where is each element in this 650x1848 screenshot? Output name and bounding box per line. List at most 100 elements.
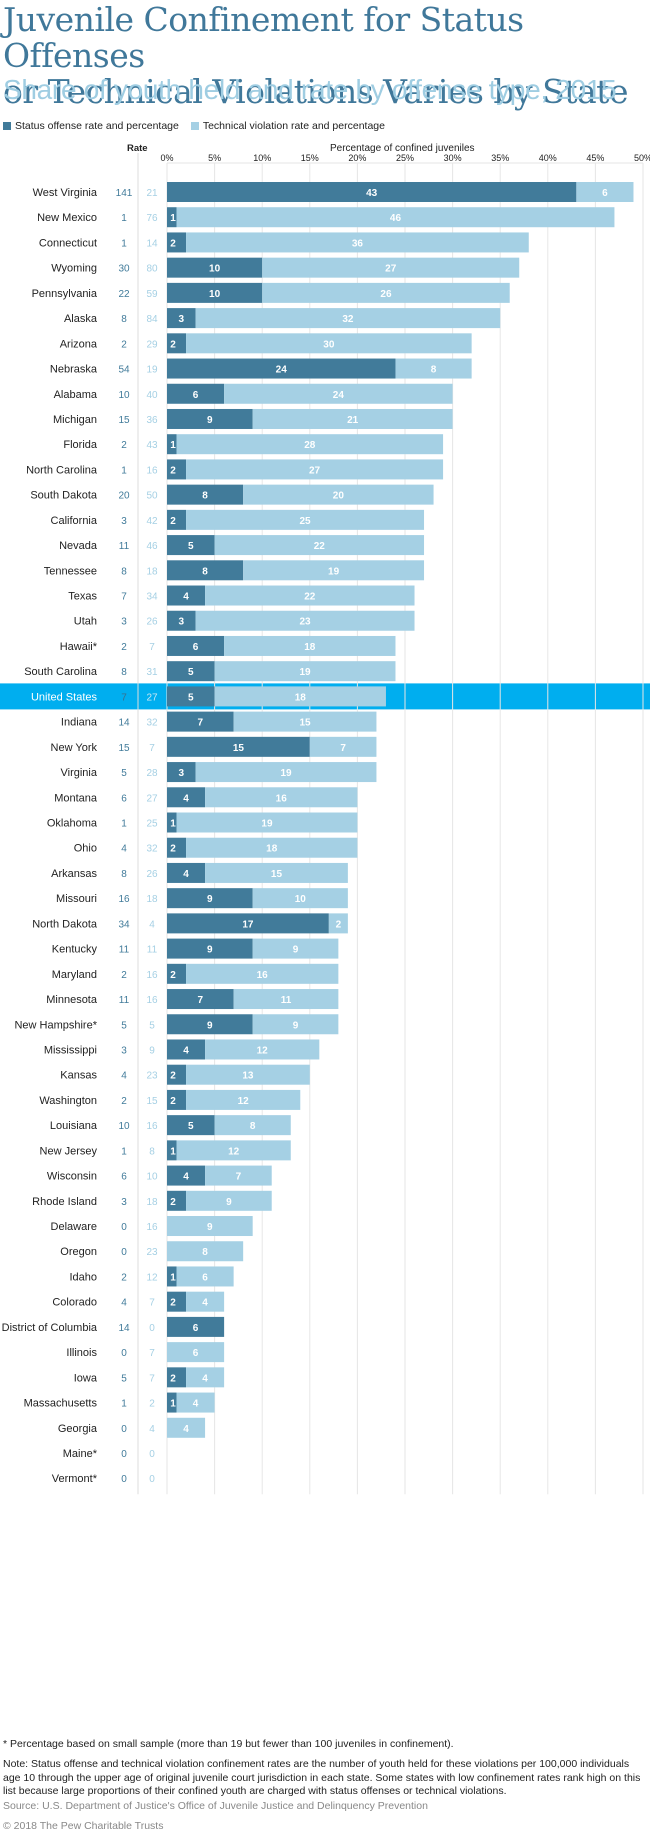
- technical-rate-value: 2: [149, 1399, 155, 1410]
- bar-technical-label: 27: [385, 264, 397, 275]
- bar-status-label: 2: [170, 1298, 176, 1309]
- bar-status-segment: [167, 1014, 253, 1035]
- bar-technical-label: 7: [340, 743, 346, 754]
- bar-status-label: 9: [207, 945, 213, 956]
- status-rate-value: 14: [118, 718, 130, 729]
- state-label: West Virginia: [33, 187, 98, 199]
- bar-technical-label: 19: [328, 566, 340, 577]
- bar-technical-label: 8: [250, 1121, 256, 1132]
- state-label: Indiana: [61, 717, 98, 729]
- bar-status-segment: [167, 333, 187, 354]
- x-tick-label: 20%: [348, 153, 366, 163]
- status-rate-value: 14: [118, 1323, 130, 1334]
- status-rate-value: 11: [119, 541, 130, 552]
- technical-rate-value: 15: [146, 1096, 158, 1107]
- bar-status-label: 5: [188, 1121, 194, 1132]
- status-rate-value: 3: [121, 617, 127, 628]
- status-rate-value: 4: [121, 1298, 127, 1309]
- bar-technical-segment: [176, 1140, 291, 1161]
- bar-technical-segment: [252, 888, 348, 909]
- bar-technical-label: 13: [242, 1071, 254, 1082]
- bar-technical-segment: [233, 989, 339, 1010]
- state-label: New Mexico: [37, 212, 97, 224]
- status-rate-value: 2: [121, 339, 127, 350]
- status-rate-value: 8: [121, 667, 127, 678]
- technical-rate-value: 23: [146, 1071, 158, 1082]
- technical-rate-value: 4: [149, 1424, 155, 1435]
- technical-rate-value: 26: [146, 617, 158, 628]
- bar-status-label: 6: [193, 1323, 199, 1334]
- state-label: Mississippi: [44, 1044, 97, 1056]
- bar-technical-label: 9: [207, 1222, 213, 1233]
- bar-technical-segment: [186, 232, 529, 253]
- bar-status-segment: [167, 509, 187, 530]
- bar-technical-label: 21: [347, 415, 359, 426]
- status-rate-value: 3: [121, 516, 127, 527]
- state-label: Vermont*: [52, 1473, 98, 1485]
- bar-status-segment: [167, 1089, 187, 1110]
- state-label: Utah: [74, 616, 97, 628]
- bar-technical-label: 18: [295, 692, 307, 703]
- state-label: Tennessee: [44, 565, 97, 577]
- status-rate-value: 15: [118, 743, 130, 754]
- status-rate-value: 20: [118, 491, 130, 502]
- bar-technical-label: 8: [431, 365, 437, 376]
- technical-rate-value: 26: [146, 869, 158, 880]
- status-rate-value: 7: [121, 692, 127, 703]
- bar-status-label: 2: [170, 465, 176, 476]
- status-rate-value: 0: [121, 1424, 127, 1435]
- state-label: Rhode Island: [32, 1196, 97, 1208]
- technical-rate-value: 27: [146, 793, 158, 804]
- bar-status-label: 8: [202, 566, 208, 577]
- status-rate-value: 1: [121, 213, 127, 224]
- chart-title-line-1: Juvenile Confinement for Status Offenses: [3, 0, 524, 75]
- bar-technical-segment: [176, 812, 358, 833]
- bar-status-segment: [167, 257, 263, 278]
- bar-technical-segment: [214, 661, 396, 682]
- bar-technical-segment: [205, 1165, 272, 1186]
- technical-rate-value: 28: [146, 768, 158, 779]
- technical-rate-value: 31: [146, 667, 158, 678]
- state-label: Alabama: [54, 389, 98, 401]
- state-label: Alaska: [64, 313, 98, 325]
- status-rate-value: 0: [121, 1348, 127, 1359]
- x-tick-label: 35%: [491, 153, 509, 163]
- bar-status-segment: [167, 1291, 187, 1312]
- bar-status-label: 10: [209, 264, 221, 275]
- status-rate-value: 8: [121, 314, 127, 325]
- bar-technical-label: 15: [299, 718, 311, 729]
- bar-technical-label: 27: [309, 465, 321, 476]
- technical-rate-value: 25: [146, 819, 158, 830]
- bar-status-label: 5: [188, 667, 194, 678]
- bar-status-segment: [167, 308, 196, 329]
- state-label: Maryland: [52, 969, 97, 981]
- bar-technical-segment: [205, 1039, 320, 1060]
- bar-status-segment: [167, 989, 234, 1010]
- bar-status-label: 8: [202, 491, 208, 502]
- chart-subtitle: Share of youth held and rate by offense …: [3, 74, 617, 105]
- state-label: United States: [31, 691, 98, 703]
- status-rate-value: 8: [121, 566, 127, 577]
- bar-status-label: 3: [178, 768, 184, 779]
- bar-technical-segment: [186, 1291, 225, 1312]
- bar-status-segment: [167, 207, 177, 228]
- bar-status-label: 17: [242, 919, 254, 930]
- bar-status-segment: [167, 408, 253, 429]
- legend: Status offense rate and percentage Techn…: [3, 120, 397, 132]
- bar-technical-segment: [224, 635, 396, 656]
- bar-status-label: 2: [170, 1197, 176, 1208]
- status-rate-value: 1: [121, 465, 127, 476]
- bar-status-label: 3: [178, 314, 184, 325]
- status-rate-value: 0: [121, 1474, 127, 1485]
- bar-status-segment: [167, 484, 244, 505]
- bar-technical-label: 19: [261, 819, 273, 830]
- state-label: Massachusetts: [24, 1398, 98, 1410]
- bar-technical-segment: [186, 1089, 301, 1110]
- status-rate-value: 3: [121, 1197, 127, 1208]
- state-label: Colorado: [52, 1297, 97, 1309]
- bar-status-segment: [167, 1140, 177, 1161]
- status-rate-value: 0: [121, 1449, 127, 1460]
- technical-rate-value: 8: [149, 1146, 155, 1157]
- status-rate-value: 54: [118, 365, 130, 376]
- technical-rate-value: 10: [146, 1172, 158, 1183]
